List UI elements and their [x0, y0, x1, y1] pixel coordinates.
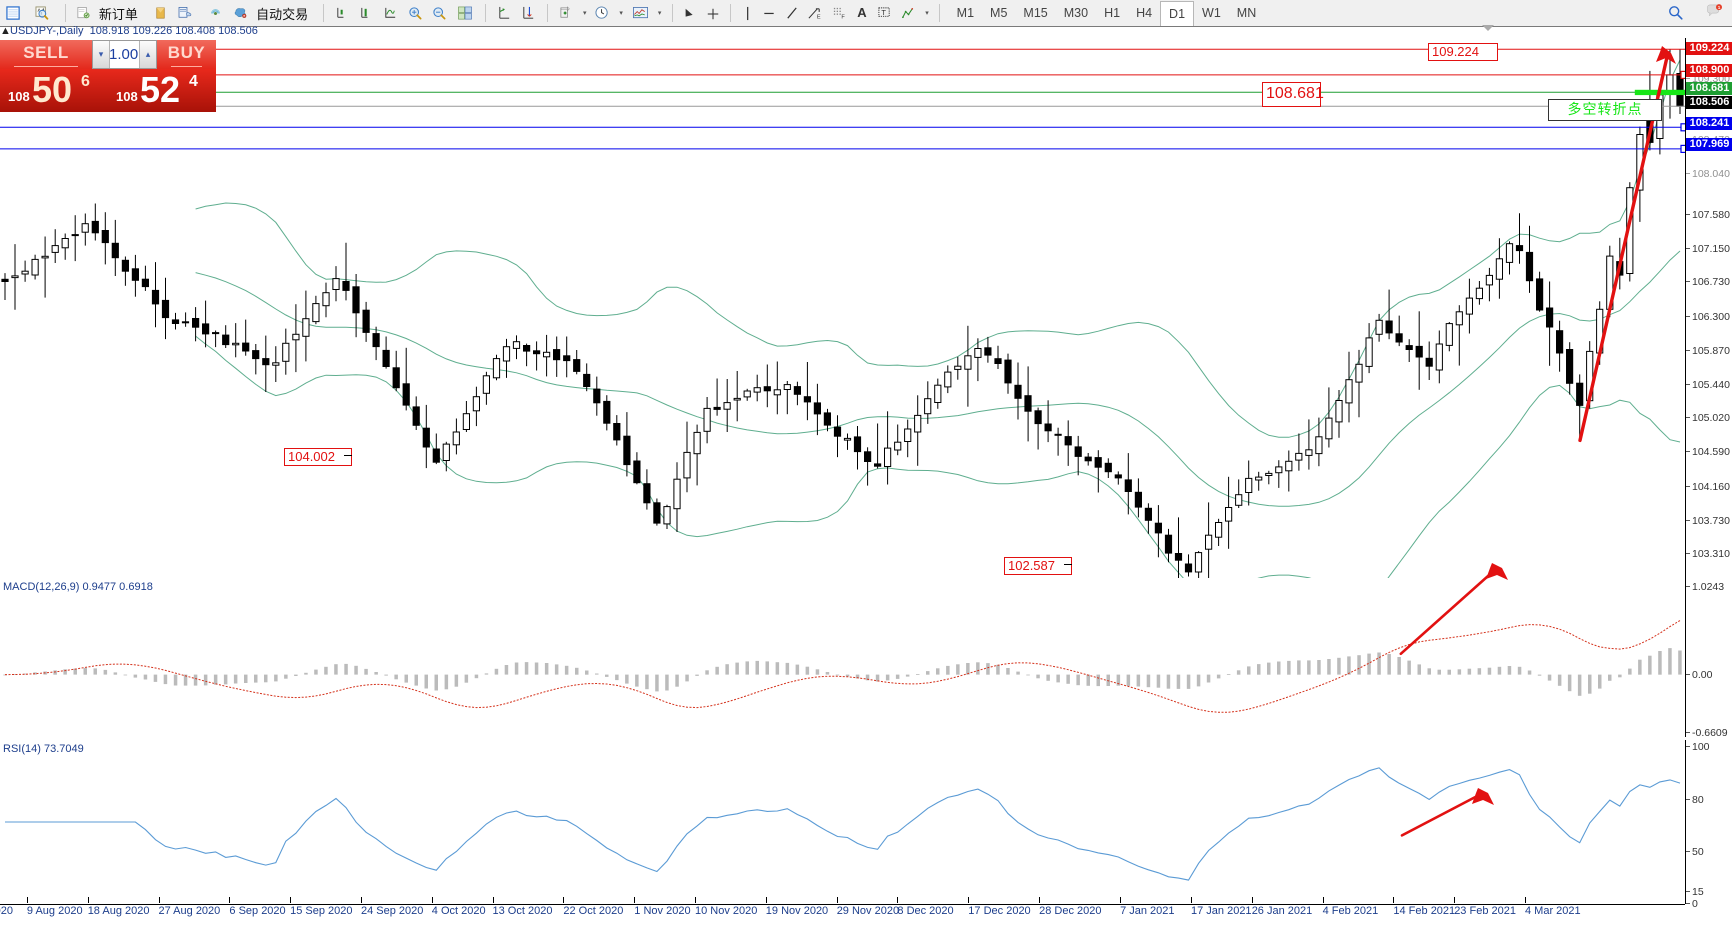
svg-text:E: E	[817, 15, 821, 21]
svg-text:T: T	[881, 8, 886, 17]
svg-text:F: F	[841, 15, 845, 21]
svg-text:1: 1	[1718, 5, 1721, 11]
